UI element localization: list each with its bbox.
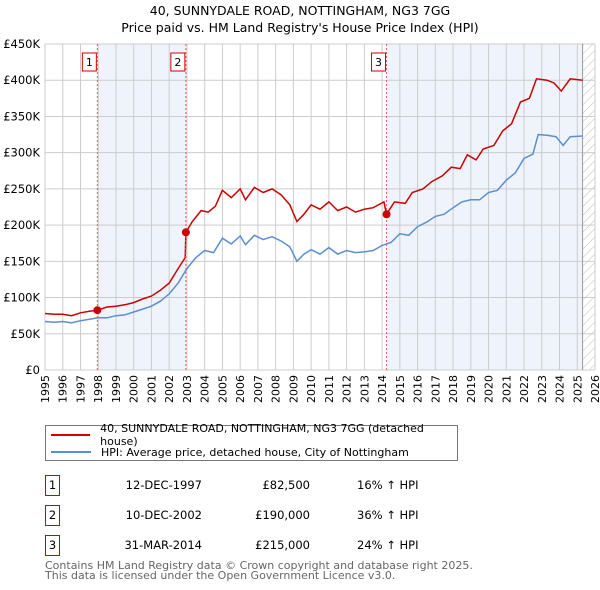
footer-line-1: Contains HM Land Registry data © Crown c… <box>45 559 473 572</box>
y-tick-label: £0 <box>25 363 40 377</box>
y-tick-label: £50K <box>11 327 41 341</box>
x-tick-label: 2025 <box>571 375 584 403</box>
sale-row: 2 10-DEC-2002 £190,000 36% ↑ HPI <box>45 505 445 526</box>
footer-line-2: This data is licensed under the Open Gov… <box>45 569 396 582</box>
y-tick-label: £250K <box>3 182 40 196</box>
x-tick-label: 2011 <box>323 375 336 403</box>
property-line <box>44 77 583 317</box>
x-tick-label: 2024 <box>554 375 567 403</box>
sale-date: 31-MAR-2014 <box>124 538 202 552</box>
sale-label-box <box>81 52 97 72</box>
x-tick-label: 2005 <box>216 375 229 403</box>
sale-price: £82,500 <box>262 478 310 492</box>
x-tick-label: 2002 <box>163 375 176 403</box>
footer: Contains HM Land Registry data © Crown c… <box>45 559 473 582</box>
x-tick-label: 2017 <box>429 375 442 403</box>
y-tick-label: £200K <box>3 218 40 232</box>
y-tick-label: £150K <box>3 254 40 268</box>
x-tick-label: 2015 <box>394 375 407 403</box>
title-line-1: 40, SUNNYDALE ROAD, NOTTINGHAM, NG3 7GG <box>149 3 451 18</box>
sale-price: £190,000 <box>255 508 310 522</box>
x-tick-label: 2016 <box>412 375 425 403</box>
chart-title: 40, SUNNYDALE ROAD, NOTTINGHAM, NG3 7GG … <box>0 2 600 36</box>
sale-price: £215,000 <box>255 538 310 552</box>
x-tick-label: 1996 <box>57 375 70 403</box>
sale-point <box>93 306 102 315</box>
sale-marker: 3 <box>45 535 60 556</box>
y-tick-label: £450K <box>3 37 40 51</box>
sale-point <box>382 210 391 219</box>
x-tick-label: 2014 <box>376 375 389 403</box>
x-tick-label: 2001 <box>145 375 158 403</box>
sale-label: 2 <box>174 56 181 69</box>
legend-item-hpi: HPI: Average price, detached house, City… <box>51 444 409 460</box>
x-tick-label: 2020 <box>483 375 496 403</box>
y-tick-label: £100K <box>3 291 40 305</box>
sale-point <box>181 228 190 237</box>
sale-hpi: 24% ↑ HPI <box>357 538 419 552</box>
x-tick-label: 2003 <box>181 375 194 403</box>
sale-label-box <box>170 52 186 72</box>
x-tick-label: 2026 <box>589 375 600 403</box>
x-tick-label: 2022 <box>518 375 531 403</box>
price-chart: 1995 1996 1997 1998 1999 2000 2001 2002 2003 2004… <box>3 37 600 403</box>
sale-row: 3 31-MAR-2014 £215,000 24% ↑ HPI <box>45 535 445 556</box>
x-tick-label: 2023 <box>536 375 549 403</box>
x-tick-label: 2009 <box>287 375 300 403</box>
x-tick-label: 2010 <box>305 375 318 403</box>
x-tick-label: 2021 <box>500 375 513 403</box>
legend: 40, SUNNYDALE ROAD, NOTTINGHAM, NG3 7GG … <box>45 422 458 461</box>
x-tick-label: 2019 <box>465 375 478 403</box>
x-tick-label: 2012 <box>341 375 354 403</box>
x-tick-label: 2007 <box>252 375 265 403</box>
y-tick-label: £300K <box>3 146 40 160</box>
y-tick-label: £400K <box>3 73 40 87</box>
legend-label-hpi: HPI: Average price, detached house, City… <box>101 445 409 459</box>
sale-label: 3 <box>375 56 382 69</box>
x-tick-label: 2004 <box>199 375 212 403</box>
y-tick-label: £350K <box>3 109 40 123</box>
legend-label-property: 40, SUNNYDALE ROAD, NOTTINGHAM, NG3 7GG … <box>100 422 424 448</box>
x-tick-label: 1995 <box>39 375 52 403</box>
sale-marker: 2 <box>45 505 60 526</box>
x-tick-label: 2018 <box>447 375 460 403</box>
forecast-hatch <box>582 44 595 370</box>
shaded-period <box>386 44 583 370</box>
x-tick-label: 2013 <box>358 375 371 403</box>
sale-row: 1 12-DEC-1997 £82,500 16% ↑ HPI <box>45 475 445 496</box>
shaded-period <box>97 44 186 370</box>
sale-date: 12-DEC-1997 <box>125 478 202 492</box>
hpi-line <box>44 133 583 324</box>
x-tick-label: 2008 <box>270 375 283 403</box>
sale-label-box <box>371 52 387 72</box>
x-tick-label: 1999 <box>110 375 123 403</box>
x-tick-label: 1997 <box>74 375 87 403</box>
sale-marker: 1 <box>45 475 60 496</box>
legend-swatch-property <box>51 434 91 436</box>
x-tick-label: 2000 <box>128 375 141 403</box>
x-tick-label: 2006 <box>234 375 247 403</box>
sale-hpi: 36% ↑ HPI <box>357 508 419 522</box>
x-tick-label: 1998 <box>92 375 105 403</box>
legend-swatch-hpi <box>51 451 91 453</box>
sale-date: 10-DEC-2002 <box>125 508 202 522</box>
sale-label: 1 <box>86 56 93 69</box>
sale-hpi: 16% ↑ HPI <box>357 478 419 492</box>
title-line-2: Price paid vs. HM Land Registry's House … <box>121 20 479 35</box>
legend-item-property: 40, SUNNYDALE ROAD, NOTTINGHAM, NG3 7GG … <box>51 422 457 448</box>
